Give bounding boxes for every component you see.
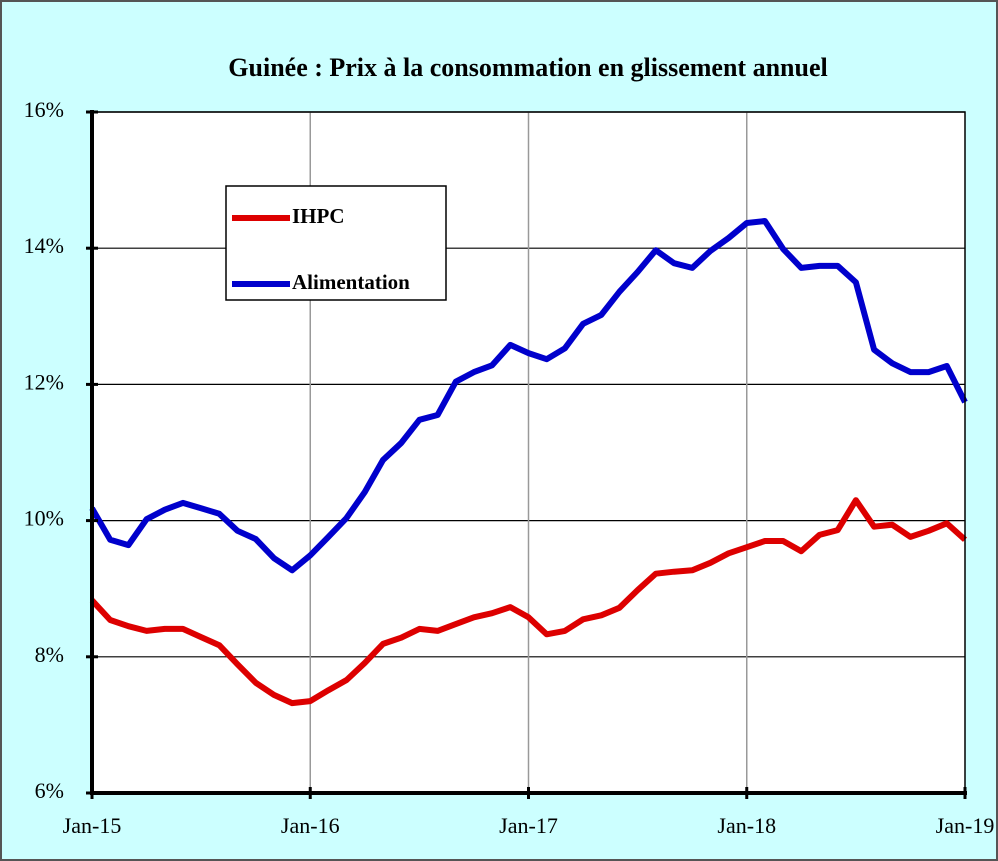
series-line bbox=[89, 218, 968, 574]
y-tick-label: 14% bbox=[24, 233, 64, 258]
legend-label: IHPC bbox=[292, 204, 345, 228]
legend-label: Alimentation bbox=[292, 270, 410, 294]
y-tick-label: 16% bbox=[24, 97, 64, 122]
x-tick-label: Jan-17 bbox=[499, 813, 558, 838]
y-tick-label: 10% bbox=[24, 506, 64, 531]
x-tick-label: Jan-19 bbox=[936, 813, 995, 838]
x-tick-label: Jan-15 bbox=[63, 813, 122, 838]
x-tick-label: Jan-18 bbox=[717, 813, 776, 838]
x-tick-label: Jan-16 bbox=[281, 813, 340, 838]
y-tick-label: 6% bbox=[35, 778, 64, 803]
chart-title: Guinée : Prix à la consommation en gliss… bbox=[228, 53, 827, 82]
series-line bbox=[89, 497, 968, 707]
y-tick-label: 8% bbox=[35, 642, 64, 667]
y-tick-label: 12% bbox=[24, 369, 64, 394]
